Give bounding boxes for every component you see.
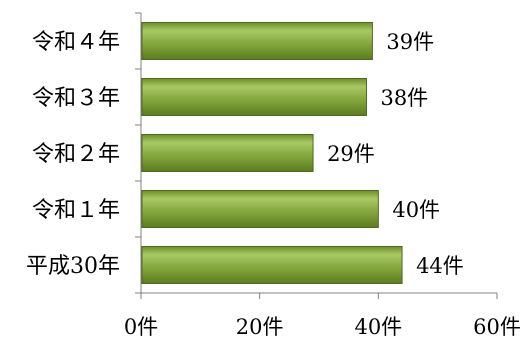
value-label: 40件 xyxy=(392,198,440,222)
bar xyxy=(141,246,403,284)
category-label: 令和４年 xyxy=(32,30,120,55)
category-label: 令和３年 xyxy=(32,86,120,111)
x-tick-label: 0件 xyxy=(124,315,158,339)
value-label: 38件 xyxy=(380,86,428,110)
x-tick-label: 20件 xyxy=(236,315,284,339)
category-label: 令和２年 xyxy=(32,142,120,167)
category-label: 平成30年 xyxy=(26,254,120,279)
x-tick-label: 60件 xyxy=(473,315,521,339)
bar xyxy=(141,134,314,172)
category-label: 令和１年 xyxy=(32,198,120,223)
value-label: 44件 xyxy=(416,254,464,278)
value-label: 39件 xyxy=(386,30,434,54)
x-tick-label: 40件 xyxy=(354,315,402,339)
bar xyxy=(141,22,373,60)
bar xyxy=(141,78,367,116)
bar xyxy=(141,190,379,228)
value-label: 29件 xyxy=(327,142,375,166)
